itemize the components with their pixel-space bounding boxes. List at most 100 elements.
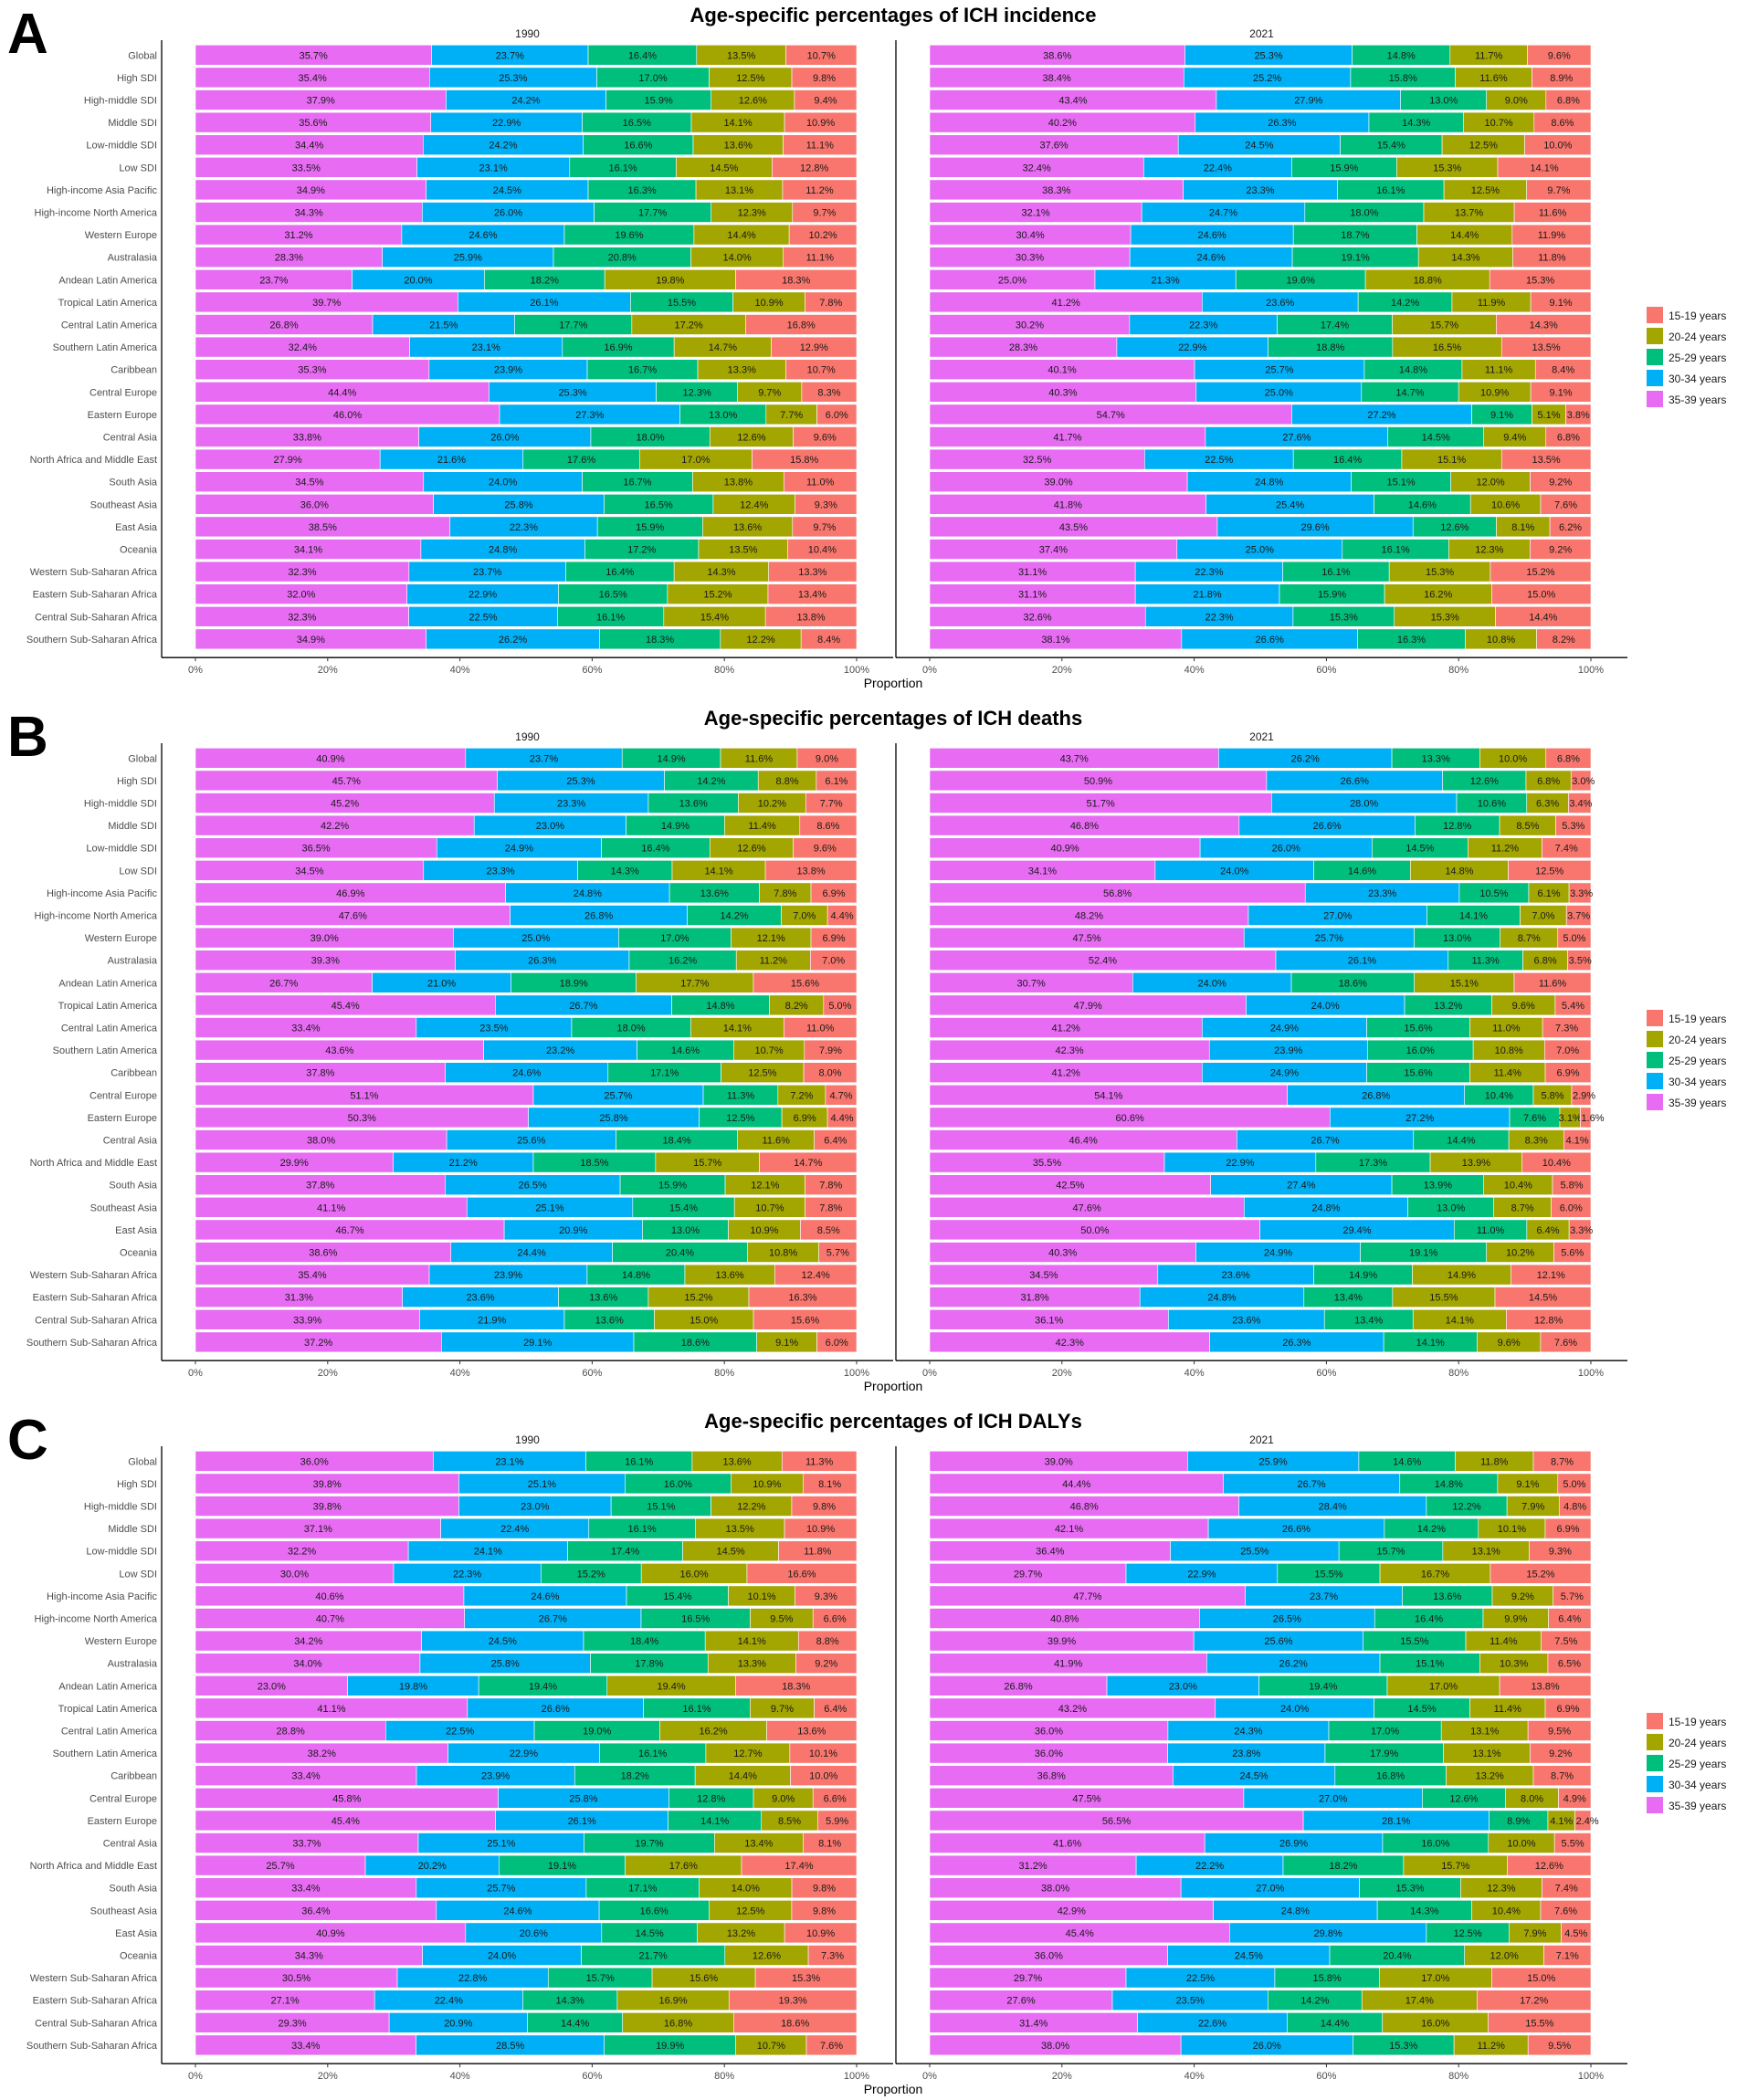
data-label: 24.8%	[1255, 478, 1283, 488]
data-label: 12.5%	[748, 1068, 776, 1079]
data-label: 22.4%	[1204, 163, 1232, 173]
data-label: 17.2%	[1520, 1996, 1548, 2007]
category-label: High-middle SDI	[84, 1502, 157, 1513]
data-label: 24.0%	[489, 478, 517, 488]
x-tick-label: 20%	[1052, 1368, 1072, 1379]
data-label: 47.6%	[1073, 1202, 1101, 1213]
data-label: 25.9%	[1259, 1456, 1288, 1467]
bar-row: 47.6% 24.8% 13.0% 8.7% 6.0%	[929, 1197, 1592, 1218]
bar-row: 36.4% 24.6% 16.6% 12.5% 9.8%	[195, 1900, 858, 1921]
data-label: 15.7%	[586, 1973, 615, 1984]
data-label: 24.4%	[518, 1248, 546, 1259]
data-label: 10.8%	[1487, 635, 1515, 646]
bar-segment	[1491, 583, 1592, 605]
data-label: 15.1%	[1386, 478, 1415, 488]
data-label: 45.4%	[332, 1001, 360, 1012]
data-label: 7.4%	[1555, 844, 1578, 855]
data-label: 14.0%	[732, 1884, 760, 1895]
data-label: 23.5%	[479, 1024, 508, 1034]
data-label: 43.6%	[325, 1045, 353, 1056]
data-label: 11.2%	[1491, 844, 1520, 855]
bar-segment	[781, 1451, 858, 1472]
data-label: 12.4%	[802, 1270, 830, 1281]
bar-segment	[1533, 111, 1592, 133]
bar-row: 29.3% 20.9% 14.4% 16.8% 18.6%	[195, 2012, 858, 2033]
bar-row: 42.1% 26.6% 14.2% 10.1% 6.9%	[929, 1517, 1592, 1539]
data-label: 22.8%	[458, 1973, 487, 1984]
category-label: Eastern Sub-Saharan Africa	[33, 1293, 158, 1304]
category-label: Tropical Latin America	[58, 1704, 158, 1715]
legend-label: 30-34 years	[1669, 1779, 1726, 1791]
data-label: 16.1%	[608, 163, 637, 173]
bar-row: 33.7% 25.1% 19.7% 13.4% 8.1%	[195, 1832, 858, 1853]
data-label: 18.4%	[630, 1636, 658, 1647]
category-label: Central Latin America	[61, 320, 158, 331]
data-label: 9.3%	[815, 1591, 837, 1602]
data-label: 25.1%	[535, 1202, 563, 1213]
category-label: Central Europe	[89, 1793, 157, 1804]
data-label: 20.0%	[404, 275, 432, 286]
data-label: 18.6%	[681, 1338, 710, 1349]
data-label: 40.7%	[316, 1614, 344, 1625]
data-label: 24.2%	[489, 141, 517, 152]
bar-row: 42.9% 24.8% 14.3% 10.4% 7.6%	[929, 1900, 1592, 1921]
bar-row: 46.8% 28.4% 12.2% 7.9% 4.8%	[929, 1496, 1592, 1517]
data-label: 27.6%	[1006, 1996, 1035, 2007]
bar-row: 50.0% 29.4% 11.0% 6.4% 3.3%	[929, 1219, 1593, 1241]
bar-segment	[816, 404, 858, 425]
bar-segment	[1547, 1653, 1592, 1674]
bar-row: 47.5% 25.7% 13.0% 8.7% 5.0%	[929, 927, 1592, 949]
data-label: 12.6%	[1470, 776, 1499, 787]
data-label: 25.8%	[599, 1113, 627, 1124]
data-label: 15.0%	[1527, 590, 1555, 601]
data-label: 13.8%	[724, 478, 753, 488]
bar-row: 38.3% 23.3% 16.1% 12.5% 9.7%	[929, 179, 1592, 201]
x-tick-label: 80%	[714, 665, 734, 676]
bar-segment	[826, 1107, 858, 1129]
bar-row: 39.8% 23.0% 15.1% 12.2% 9.8%	[195, 1496, 858, 1517]
category-label: High-income North America	[35, 911, 158, 922]
data-label: 21.5%	[429, 320, 458, 331]
data-label: 8.7%	[1551, 1456, 1574, 1467]
data-label: 12.5%	[736, 1906, 764, 1916]
bar-row: 40.3% 25.0% 14.7% 10.9% 9.1%	[929, 381, 1592, 403]
data-label: 24.9%	[1270, 1068, 1299, 1079]
data-label: 15.9%	[658, 1181, 687, 1192]
data-label: 10.9%	[806, 1928, 835, 1939]
bar-row: 48.2% 27.0% 14.1% 7.0% 3.7%	[929, 905, 1592, 926]
data-label: 5.0%	[828, 1001, 851, 1012]
x-tick-label: 40%	[450, 665, 470, 676]
bar-segment	[1530, 539, 1592, 560]
data-label: 34.5%	[295, 866, 323, 877]
bar-segment	[797, 1630, 858, 1652]
data-label: 41.8%	[1054, 499, 1082, 510]
data-label: 7.6%	[1523, 1113, 1546, 1124]
data-label: 6.8%	[1534, 956, 1557, 967]
data-label: 18.3%	[646, 635, 674, 646]
legend-label: 15-19 years	[1669, 1013, 1726, 1025]
category-label: Central Latin America	[61, 1024, 158, 1034]
data-label: 13.6%	[679, 799, 708, 810]
data-label: 27.4%	[1287, 1181, 1315, 1192]
data-label: 7.3%	[821, 1951, 844, 1962]
data-label: 34.3%	[295, 1951, 323, 1962]
bar-segment	[1570, 770, 1592, 792]
bar-row: 37.8% 26.5% 15.9% 12.1% 7.8%	[195, 1174, 858, 1195]
data-label: 14.9%	[658, 753, 686, 764]
data-label: 19.6%	[1287, 275, 1315, 286]
data-label: 13.6%	[722, 1456, 751, 1467]
bar-segment	[1532, 67, 1592, 89]
bar-segment	[1511, 224, 1592, 246]
data-label: 39.0%	[1045, 1456, 1073, 1467]
data-label: 13.7%	[1455, 208, 1483, 219]
data-label: 13.8%	[796, 866, 825, 877]
bar-row: 39.3% 26.3% 16.2% 11.2% 7.0%	[195, 950, 858, 971]
data-label: 8.8%	[776, 776, 799, 787]
data-label: 24.0%	[488, 1951, 516, 1962]
data-label: 14.5%	[636, 1928, 664, 1939]
data-label: 10.1%	[1498, 1524, 1526, 1535]
bar-segment	[1544, 1517, 1592, 1539]
data-label: 8.1%	[1511, 522, 1534, 533]
data-label: 27.0%	[1256, 1884, 1284, 1895]
data-label: 11.4%	[748, 821, 776, 832]
